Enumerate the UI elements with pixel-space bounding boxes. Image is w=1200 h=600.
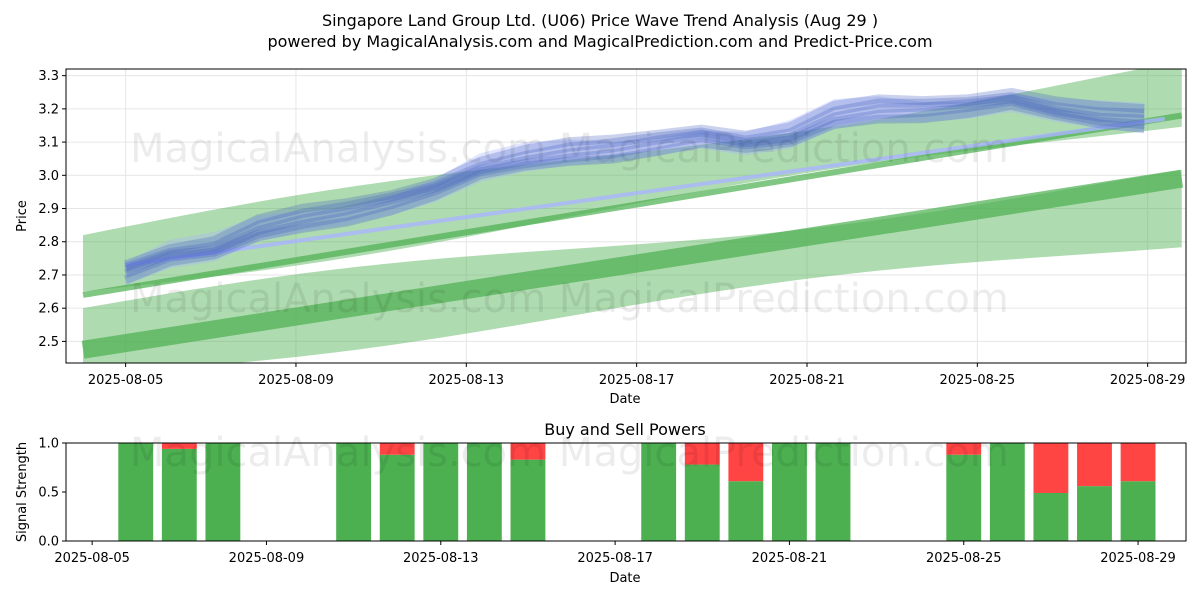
watermark-top: MagicalAnalysis.com MagicalPrediction.co…: [130, 126, 1009, 172]
price-x-tick-label: 2025-08-29: [1110, 373, 1186, 388]
upper-green-line: [82, 112, 1183, 298]
power-y-ticks: 0.0 0.5 1.0: [38, 437, 66, 550]
price-y-tick-label: 3.2: [38, 102, 59, 117]
price-y-tick-label: 2.6: [38, 302, 59, 317]
price-x-tick-label: 2025-08-21: [769, 373, 845, 388]
power-x-tick-label: 2025-08-05: [54, 551, 130, 566]
price-wave-line: [124, 96, 1145, 279]
sell-bar: [728, 443, 764, 482]
price-x-ticks: 2025-08-05 2025-08-09 2025-08-13 2025-08-17…: [88, 363, 1186, 388]
power-y-tick-label: 0.5: [38, 486, 59, 501]
sell-bar: [161, 443, 197, 449]
buy-bar: [205, 443, 241, 541]
sell-bar: [1120, 443, 1156, 482]
buy-bar: [641, 443, 677, 541]
price-waves: [123, 87, 1165, 285]
buy-bar: [1077, 486, 1112, 541]
power-panel: Buy and Sell Powers MagicalAnalysis.com …: [15, 420, 1187, 586]
price-y-tick-label: 3.1: [38, 136, 59, 151]
buy-bar: [118, 443, 154, 541]
sell-bar: [684, 443, 720, 465]
lower-green-line: [81, 169, 1184, 359]
sell-bar: [379, 443, 415, 455]
price-panel: MagicalAnalysis.com MagicalPrediction.co…: [15, 68, 1187, 407]
price-wave-line: [123, 100, 1145, 285]
power-y-label: Signal Strength: [15, 442, 30, 542]
price-frame: [65, 68, 1187, 364]
price-x-label: Date: [609, 392, 640, 407]
buy-bar: [1033, 492, 1069, 541]
price-y-ticks: 2.5 2.6 2.7 2.8 2.9 3.0 3.1 3.2 3.3: [38, 69, 66, 350]
power-x-tick-label: 2025-08-13: [403, 551, 479, 566]
buy-bar: [1120, 481, 1156, 541]
power-x-label: Date: [609, 571, 640, 586]
buy-bar: [423, 443, 459, 541]
sell-bar: [1077, 443, 1112, 487]
buy-bar: [728, 481, 764, 541]
price-y-tick-label: 3.3: [38, 69, 59, 84]
power-bars: [118, 443, 1156, 541]
power-y-tick-label: 1.0: [38, 437, 59, 452]
buy-bar: [946, 454, 982, 541]
chart-title: Singapore Land Group Ltd. (U06) Price Wa…: [322, 11, 878, 30]
buy-bar: [989, 443, 1025, 541]
price-x-tick-label: 2025-08-13: [429, 373, 505, 388]
buy-bar: [336, 443, 372, 541]
price-x-tick-label: 2025-08-17: [599, 373, 675, 388]
sell-bar: [510, 443, 546, 460]
price-y-tick-label: 3.0: [38, 169, 59, 184]
price-wave-line: [124, 87, 1145, 270]
price-wave-line: [124, 94, 1145, 275]
power-x-tick-label: 2025-08-09: [229, 551, 305, 566]
power-y-tick-label: 0.0: [38, 535, 59, 550]
price-wave-line: [124, 92, 1145, 272]
watermark-power: MagicalAnalysis.com MagicalPrediction.co…: [130, 430, 1009, 476]
price-y-tick-label: 2.7: [38, 268, 59, 283]
power-x-ticks: 2025-08-05 2025-08-09 2025-08-13 2025-08-17…: [54, 541, 1176, 566]
mid-light-blue-line: [125, 116, 1165, 267]
price-y-tick-label: 2.8: [38, 235, 59, 250]
price-bands: [81, 69, 1184, 363]
buy-bar: [510, 459, 546, 541]
chart-subtitle: powered by MagicalAnalysis.com and Magic…: [267, 32, 932, 51]
buy-bar: [379, 454, 415, 541]
sell-bar: [1033, 443, 1069, 493]
power-x-tick-label: 2025-08-25: [926, 551, 1002, 566]
price-y-tick-label: 2.9: [38, 202, 59, 217]
power-x-tick-label: 2025-08-29: [1100, 551, 1176, 566]
power-title: Buy and Sell Powers: [544, 420, 706, 439]
buy-bar: [815, 443, 851, 541]
power-x-tick-label: 2025-08-17: [577, 551, 653, 566]
power-x-tick-label: 2025-08-21: [752, 551, 828, 566]
price-x-tick-label: 2025-08-05: [88, 373, 164, 388]
watermark-bottom: MagicalAnalysis.com MagicalPrediction.co…: [130, 276, 1009, 322]
buy-bar: [161, 448, 197, 541]
upper-trend-band: [83, 69, 1182, 292]
price-y-tick-label: 2.5: [38, 335, 59, 350]
buy-bar: [684, 464, 720, 541]
price-x-tick-label: 2025-08-25: [940, 373, 1016, 388]
buy-bar: [466, 443, 502, 541]
wave-envelope: [125, 93, 1145, 285]
buy-bar: [771, 443, 807, 541]
price-x-tick-label: 2025-08-09: [258, 373, 334, 388]
price-y-label: Price: [15, 200, 30, 232]
sell-bar: [946, 443, 982, 455]
